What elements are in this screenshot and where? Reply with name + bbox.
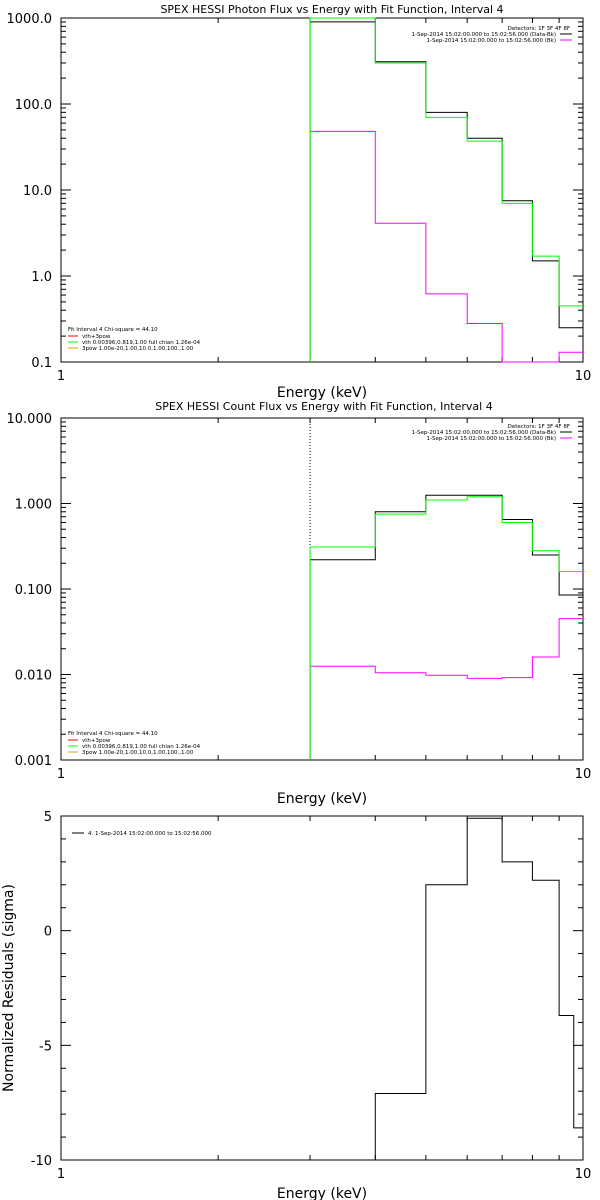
count-flux-fit-legend-item: vth 0.00396,0.819,1.00 full chian 1.26e-… — [82, 744, 201, 750]
photon-flux-fit-legend-item: 3pow 1.00e-20,1.00,10.0,1.00,100.,1.00 — [82, 346, 194, 352]
count-flux-y-tick-label: 10.000 — [7, 412, 53, 427]
count-flux-fit-legend-item: vth+3pow — [82, 738, 111, 744]
residuals-legend-label: 4. 1-Sep-2014 15:02:00.000 to 15:02:56.0… — [88, 831, 212, 837]
count-flux-fit-legend: Fit Interval 4 Chi-square = 44.10 vth+3p… — [68, 731, 201, 756]
photon-flux-title: SPEX HESSI Photon Flux vs Energy with Fi… — [160, 3, 503, 16]
count-flux-ticks — [61, 417, 583, 761]
photon-flux-fit-legend: Fit Interval 4 Chi-square = 44.10 vth+3p… — [68, 327, 201, 352]
count-flux-legend: Detectors: 1F 3F 4F 8F 1-Sep-2014 15:02:… — [412, 424, 572, 442]
photon-flux-fit-legend-item: vth+3pow — [82, 334, 111, 340]
photon-flux-series-0 — [309, 21, 583, 362]
photon-flux-legend-entry: 1-Sep-2014 15:02:00.000 to 15:02:56.000 … — [412, 32, 556, 38]
residuals-y-axis-label: Normalized Residuals (sigma) — [1, 884, 17, 1092]
photon-flux-plot-frame — [60, 17, 584, 363]
photon-flux-legend-header: Detectors: 1F 3F 4F 8F — [508, 26, 570, 32]
photon-flux-ticks — [61, 17, 583, 363]
photon-flux-x-tick-label: 1 — [57, 369, 65, 384]
count-flux-legend-entry: 1-Sep-2014 15:02:00.000 to 15:02:56.000 … — [427, 436, 557, 442]
count-flux-y-tick-label: 0.010 — [15, 669, 52, 684]
photon-flux-y-tick-label: 10.0 — [23, 184, 52, 199]
residuals-legend: 4. 1-Sep-2014 15:02:00.000 to 15:02:56.0… — [72, 831, 212, 837]
count-flux-series-1 — [309, 618, 583, 760]
photon-flux-x-tick-label: 10 — [575, 369, 592, 384]
count-flux-title: SPEX HESSI Count Flux vs Energy with Fit… — [155, 400, 492, 413]
count-flux-series — [309, 494, 583, 760]
count-flux-y-tick-label: 1.000 — [15, 498, 52, 513]
count-flux-plot-frame — [60, 417, 584, 761]
count-flux-legend-entry: 1-Sep-2014 15:02:00.000 to 15:02:56.000 … — [412, 430, 556, 436]
photon-flux-y-tick-label: 1000.0 — [7, 12, 53, 27]
residuals-y-tick-label: -10 — [31, 1154, 52, 1169]
residuals-x-axis-label: Energy (keV) — [277, 1186, 367, 1200]
residuals-y-tick-label: -5 — [39, 1039, 52, 1054]
photon-flux-legend: Detectors: 1F 3F 4F 8F 1-Sep-2014 15:02:… — [412, 26, 572, 44]
count-flux-tick-labels: 1 10 0.001 0.010 0.100 1.000 10.000 — [7, 412, 592, 782]
photon-flux-y-tick-label: 100.0 — [15, 98, 52, 113]
count-flux-y-tick-label: 0.100 — [15, 583, 52, 598]
photon-flux-y-tick-label: 0.1 — [31, 356, 52, 371]
photon-flux-tick-labels: 1 10 0.1 1.0 10.0 100.0 1000.0 — [7, 12, 592, 384]
residuals-series-0 — [310, 817, 583, 1161]
residuals-tick-labels: 1 10 -10 -5 0 5 — [31, 810, 592, 1182]
photon-flux-y-tick-label: 1.0 — [31, 270, 52, 285]
photon-flux-x-axis-label: Energy (keV) — [277, 385, 367, 401]
count-flux-y-tick-label: 0.001 — [15, 754, 52, 769]
residuals-y-tick-label: 0 — [44, 925, 52, 940]
count-flux-panel: SPEX HESSI Count Flux vs Energy with Fit… — [7, 400, 592, 807]
photon-flux-fit-legend-title: Fit Interval 4 Chi-square = 44.10 — [68, 327, 158, 333]
photon-flux-panel: SPEX HESSI Photon Flux vs Energy with Fi… — [7, 3, 592, 401]
count-flux-series-0 — [309, 494, 583, 760]
residuals-x-tick-label: 10 — [575, 1167, 592, 1182]
count-flux-x-axis-label: Energy (keV) — [277, 791, 367, 807]
count-flux-fit-legend-item: 3pow 1.00e-20,1.00,10.0,1.00,100.,1.00 — [82, 750, 194, 756]
photon-flux-series-1 — [309, 130, 583, 363]
count-flux-legend-header: Detectors: 1F 3F 4F 8F — [508, 424, 570, 430]
count-flux-fit-legend-title: Fit Interval 4 Chi-square = 44.10 — [68, 731, 158, 737]
residuals-series — [310, 817, 583, 1161]
count-flux-series-2 — [309, 496, 583, 760]
residuals-plot-frame — [60, 815, 584, 1161]
count-flux-x-tick-label: 1 — [57, 767, 65, 782]
photon-flux-series — [309, 17, 583, 363]
photon-flux-series-2 — [309, 17, 583, 362]
residuals-y-tick-label: 5 — [44, 810, 52, 825]
residuals-panel: 1 10 -10 -5 0 5 Energy (keV) Normalized Resid… — [1, 810, 591, 1200]
residuals-ticks — [61, 815, 583, 1161]
count-flux-x-tick-label: 10 — [575, 767, 592, 782]
photon-flux-fit-legend-item: vth 0.00396,0.819,1.00 full chian 1.26e-… — [82, 340, 201, 346]
photon-flux-legend-entry: 1-Sep-2014 15:02:00.000 to 15:02:56.000 … — [427, 38, 557, 44]
residuals-x-tick-label: 1 — [57, 1167, 65, 1182]
